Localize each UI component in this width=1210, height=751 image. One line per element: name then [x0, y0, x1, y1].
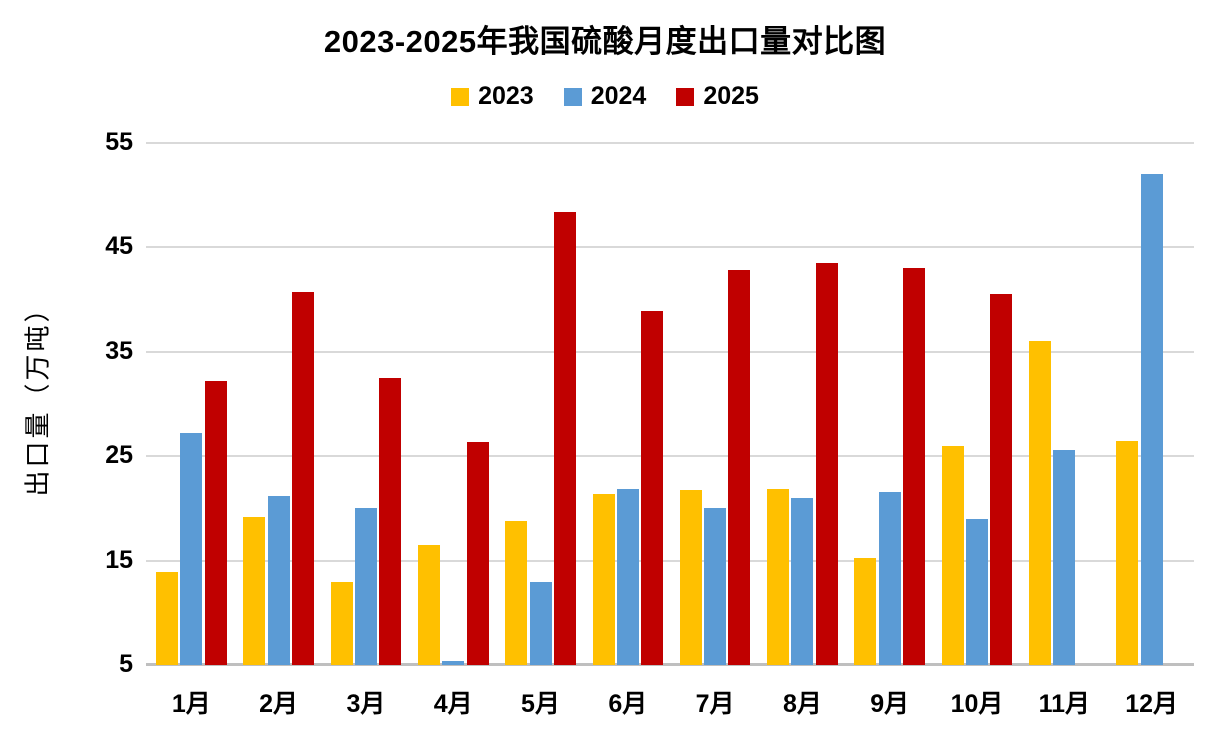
bar-2024-7月	[704, 508, 727, 665]
bar-2025-10月	[990, 294, 1013, 665]
gridline-45	[146, 246, 1194, 249]
gridline-15	[146, 559, 1194, 562]
x-label-3月: 3月	[346, 690, 386, 718]
bar-2024-12月	[1140, 174, 1163, 665]
bar-2024-9月	[878, 491, 901, 665]
bar-2025-4月	[466, 441, 489, 665]
plot-area	[146, 142, 1194, 666]
x-label-4月: 4月	[433, 690, 473, 718]
x-label-6月: 6月	[608, 690, 648, 718]
bar-2025-5月	[553, 211, 576, 665]
bar-2025-3月	[379, 377, 402, 665]
x-label-1月: 1月	[171, 690, 211, 718]
x-label-11月: 11月	[1038, 690, 1091, 718]
bar-2025-9月	[903, 268, 925, 665]
legend-label-2023: 2023	[478, 82, 534, 110]
bar-2025-6月	[641, 311, 664, 665]
x-label-7月: 7月	[695, 690, 735, 718]
bar-2024-5月	[529, 581, 552, 665]
bar-2024-4月	[442, 660, 465, 665]
bar-2023-8月	[767, 488, 790, 665]
bar-2023-3月	[330, 581, 353, 665]
legend-item-2025: 2025	[676, 84, 759, 109]
y-tick-5: 5	[119, 650, 133, 678]
chart-title: 2023-2025年我国硫酸月度出口量对比图	[323, 24, 887, 59]
legend-swatch-2023	[451, 87, 470, 106]
x-label-2月: 2月	[259, 690, 299, 718]
x-label-10月: 10月	[950, 690, 1004, 718]
bar-2023-5月	[505, 520, 528, 665]
bar-2023-2月	[243, 516, 266, 665]
bar-2023-4月	[417, 544, 440, 665]
gridline-25	[146, 455, 1194, 458]
bar-2023-11月	[1029, 341, 1051, 665]
y-tick-55: 55	[105, 128, 133, 156]
bar-2024-2月	[267, 495, 290, 665]
x-axis-line	[146, 663, 1194, 666]
y-axis-title: 出口量（万吨）	[22, 293, 53, 497]
legend-swatch-2024	[563, 87, 582, 106]
y-tick-35: 35	[105, 336, 133, 365]
bar-2025-8月	[815, 263, 838, 665]
bar-2023-6月	[592, 493, 615, 665]
bar-2024-3月	[354, 508, 377, 665]
gridline-35	[146, 350, 1194, 353]
bar-2024-10月	[966, 518, 988, 665]
x-label-5月: 5月	[521, 690, 560, 718]
bar-2024-1月	[180, 433, 203, 665]
bar-2024-6月	[616, 488, 639, 665]
bar-2023-12月	[1116, 440, 1139, 665]
x-label-12月: 12月	[1125, 690, 1178, 718]
y-tick-45: 45	[105, 232, 133, 261]
bar-2023-9月	[854, 557, 877, 665]
bar-2025-2月	[291, 292, 314, 665]
bar-2024-8月	[791, 498, 814, 665]
bar-2025-7月	[728, 270, 751, 665]
y-tick-15: 15	[105, 545, 133, 574]
bar-2023-1月	[156, 572, 178, 665]
x-label-8月: 8月	[782, 690, 822, 718]
x-label-9月: 9月	[870, 690, 910, 718]
gridline-55	[146, 142, 1194, 144]
bar-2023-7月	[679, 489, 702, 665]
legend-item-2023: 2023	[451, 84, 534, 109]
bar-2025-1月	[204, 381, 227, 665]
legend-label-2024: 2024	[590, 82, 647, 110]
legend-label-2025: 2025	[703, 82, 759, 110]
legend-swatch-2025	[676, 87, 695, 106]
legend-item-2024: 2024	[563, 82, 647, 110]
bar-2024-11月	[1053, 449, 1076, 665]
y-tick-25: 25	[105, 441, 133, 470]
bar-2023-10月	[941, 445, 964, 665]
legend: 2023 2024 2025	[0, 84, 1210, 109]
